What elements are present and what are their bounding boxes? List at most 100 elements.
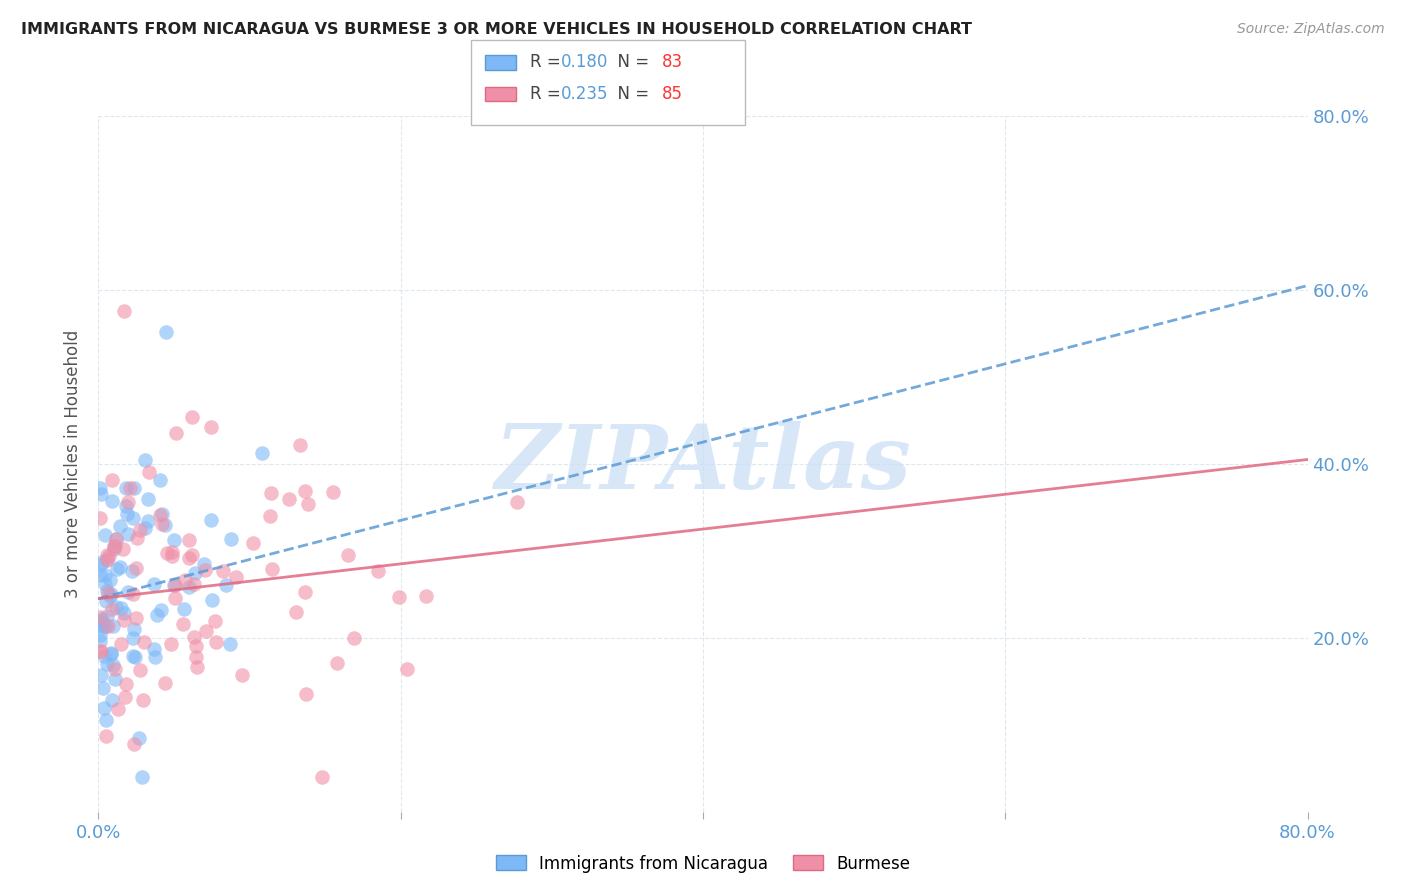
Point xyxy=(367,564,389,578)
Point xyxy=(172,616,194,631)
Point xyxy=(122,510,145,524)
Point xyxy=(112,304,135,318)
Point xyxy=(117,526,139,541)
Point xyxy=(179,581,201,595)
Point xyxy=(184,639,207,653)
Point xyxy=(115,481,138,495)
Point xyxy=(163,591,186,606)
Point xyxy=(219,637,242,651)
Point xyxy=(122,649,145,664)
Text: 0.180: 0.180 xyxy=(561,54,609,71)
Point xyxy=(143,650,166,665)
Point xyxy=(322,484,344,499)
Point xyxy=(96,549,118,563)
Point xyxy=(136,491,159,506)
Point xyxy=(136,514,159,528)
Point xyxy=(103,540,125,554)
Point xyxy=(155,325,177,339)
Point xyxy=(326,657,349,671)
Point xyxy=(183,577,205,591)
Point xyxy=(134,521,156,535)
Point xyxy=(174,574,197,588)
Point xyxy=(90,556,112,570)
Point xyxy=(114,690,136,705)
Point xyxy=(93,700,115,714)
Point xyxy=(149,508,172,523)
Point xyxy=(111,541,134,556)
Point xyxy=(105,562,128,576)
Point xyxy=(395,662,418,676)
Point xyxy=(285,605,308,619)
Point xyxy=(165,425,187,440)
Point xyxy=(104,673,127,687)
Text: N =: N = xyxy=(607,85,655,103)
Point xyxy=(125,610,148,624)
Point xyxy=(277,491,299,506)
Point xyxy=(295,687,318,701)
Point xyxy=(89,481,111,495)
Point xyxy=(129,663,152,677)
Point xyxy=(150,507,173,521)
Point xyxy=(105,600,128,615)
Point xyxy=(297,497,319,511)
Point xyxy=(89,633,111,648)
Point xyxy=(149,474,172,488)
Point xyxy=(122,481,145,495)
Text: ZIPAtlas: ZIPAtlas xyxy=(495,421,911,507)
Point xyxy=(114,499,136,513)
Text: R =: R = xyxy=(530,54,567,71)
Point xyxy=(311,770,333,784)
Point xyxy=(100,647,122,661)
Point xyxy=(195,624,218,638)
Point xyxy=(186,660,208,674)
Text: 85: 85 xyxy=(662,85,683,103)
Text: N =: N = xyxy=(607,54,655,71)
Point xyxy=(103,619,125,633)
Point xyxy=(103,539,125,553)
Point xyxy=(128,731,150,745)
Point xyxy=(94,577,117,591)
Point xyxy=(94,714,117,728)
Point xyxy=(104,539,127,553)
Point xyxy=(97,619,120,633)
Point xyxy=(98,573,121,587)
Point xyxy=(181,548,204,562)
Point xyxy=(179,533,201,547)
Point xyxy=(89,568,111,582)
Point xyxy=(101,473,124,487)
Point xyxy=(194,563,217,577)
Point xyxy=(162,533,184,547)
Point xyxy=(91,619,114,633)
Point xyxy=(200,420,222,434)
Point xyxy=(159,637,181,651)
Point xyxy=(180,409,202,424)
Point xyxy=(160,545,183,559)
Point xyxy=(149,602,172,616)
Point xyxy=(250,446,273,460)
Point xyxy=(115,508,138,522)
Point xyxy=(177,551,200,566)
Point xyxy=(122,587,145,601)
Point xyxy=(153,517,176,532)
Point xyxy=(121,564,143,578)
Point xyxy=(219,533,242,547)
Point xyxy=(94,594,117,608)
Point xyxy=(105,533,128,547)
Point xyxy=(89,644,111,658)
Point xyxy=(138,465,160,479)
Point xyxy=(150,516,173,531)
Point xyxy=(134,453,156,467)
Point xyxy=(112,614,135,628)
Point xyxy=(262,562,284,576)
Point xyxy=(160,549,183,563)
Point xyxy=(290,438,312,452)
Point xyxy=(163,577,186,591)
Point xyxy=(131,692,153,706)
Point xyxy=(143,576,166,591)
Point xyxy=(89,558,111,572)
Text: R =: R = xyxy=(530,85,567,103)
Point xyxy=(108,519,131,533)
Point xyxy=(215,577,238,591)
Point xyxy=(90,618,112,632)
Point xyxy=(89,628,111,642)
